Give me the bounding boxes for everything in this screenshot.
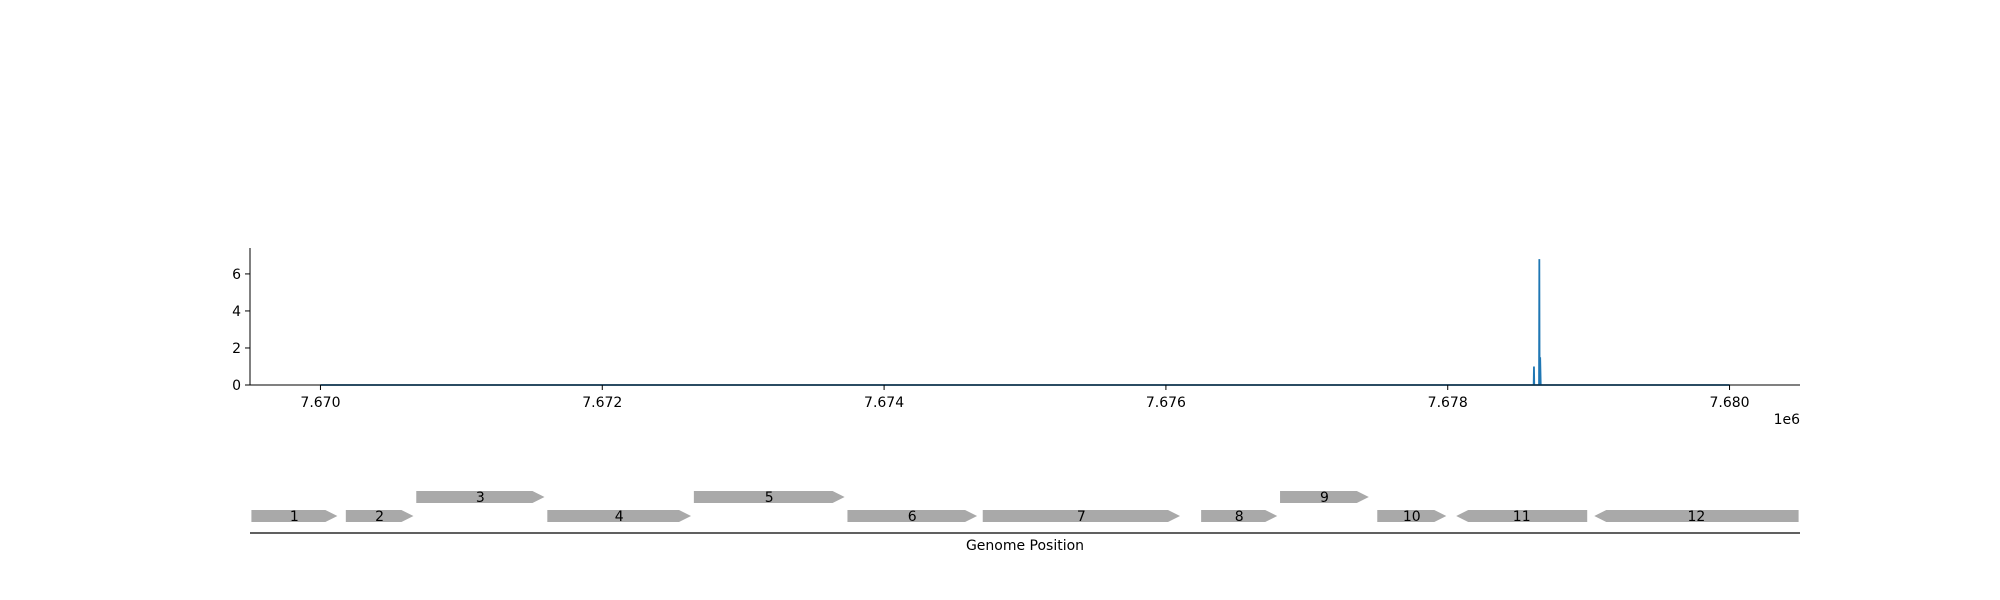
gene-arrow bbox=[547, 510, 692, 522]
y-ticks: 0 2 4 6 bbox=[232, 267, 250, 394]
x-tick-label: 7.674 bbox=[864, 395, 904, 411]
gene-feature-4: 4 bbox=[547, 509, 692, 525]
gene-feature-2: 2 bbox=[345, 509, 414, 525]
gene-feature-1: 1 bbox=[251, 509, 338, 525]
gene-label: 6 bbox=[908, 509, 917, 525]
gene-label: 11 bbox=[1513, 509, 1531, 525]
series-line-1 bbox=[320, 259, 1730, 386]
gene-feature-6: 6 bbox=[847, 509, 978, 525]
gene-label: 1 bbox=[290, 509, 299, 525]
gene-label: 5 bbox=[765, 490, 774, 506]
x-tick-label: 7.672 bbox=[582, 395, 622, 411]
gene-feature-8: 8 bbox=[1201, 509, 1278, 525]
gene-arrow bbox=[345, 510, 414, 522]
y-tick-label: 6 bbox=[232, 267, 241, 283]
y-tick-label: 2 bbox=[232, 341, 241, 357]
gene-arrow bbox=[251, 510, 338, 522]
gene-arrow bbox=[982, 510, 1180, 522]
gene-label: 9 bbox=[1320, 490, 1329, 506]
gene-arrow bbox=[1280, 491, 1369, 503]
gene-arrow bbox=[1456, 510, 1588, 522]
x-tick-label: 7.670 bbox=[300, 395, 340, 411]
gene-label: 8 bbox=[1235, 509, 1244, 525]
gene-label: 12 bbox=[1688, 509, 1706, 525]
gene-arrow bbox=[1201, 510, 1278, 522]
gene-feature-9: 9 bbox=[1280, 490, 1369, 506]
gene-feature-11: 11 bbox=[1456, 509, 1588, 525]
gene-label: 7 bbox=[1077, 509, 1086, 525]
y-tick-label: 4 bbox=[232, 304, 241, 320]
coverage-plot: 7.670 7.672 7.674 7.676 7.678 7.680 0 2 4 6 1e6 bbox=[232, 248, 1800, 428]
coverage-series bbox=[320, 259, 1730, 386]
gene-feature-10: 10 bbox=[1377, 509, 1447, 525]
gene-label: 2 bbox=[375, 509, 384, 525]
x-tick-label: 7.678 bbox=[1428, 395, 1468, 411]
gene-arrow bbox=[847, 510, 978, 522]
x-ticks: 7.670 7.672 7.674 7.676 7.678 7.680 bbox=[300, 385, 1750, 411]
gene-arrow bbox=[1377, 510, 1447, 522]
genome-position-label: Genome Position bbox=[966, 538, 1084, 554]
gene-feature-12: 12 bbox=[1594, 509, 1799, 525]
gene-arrow bbox=[1594, 510, 1799, 522]
y-tick-label: 0 bbox=[232, 378, 241, 394]
gene-feature-3: 3 bbox=[416, 490, 545, 506]
gene-label: 4 bbox=[615, 509, 624, 525]
gene-feature-5: 5 bbox=[693, 490, 845, 506]
gene-feature-7: 7 bbox=[982, 509, 1180, 525]
gene-arrow bbox=[416, 491, 545, 503]
x-tick-label: 7.680 bbox=[1709, 395, 1749, 411]
x-tick-label: 7.676 bbox=[1146, 395, 1186, 411]
gene-label: 10 bbox=[1403, 509, 1421, 525]
gene-arrow bbox=[693, 491, 845, 503]
x-offset-label: 1e6 bbox=[1774, 412, 1801, 428]
gene-label: 3 bbox=[476, 490, 485, 506]
